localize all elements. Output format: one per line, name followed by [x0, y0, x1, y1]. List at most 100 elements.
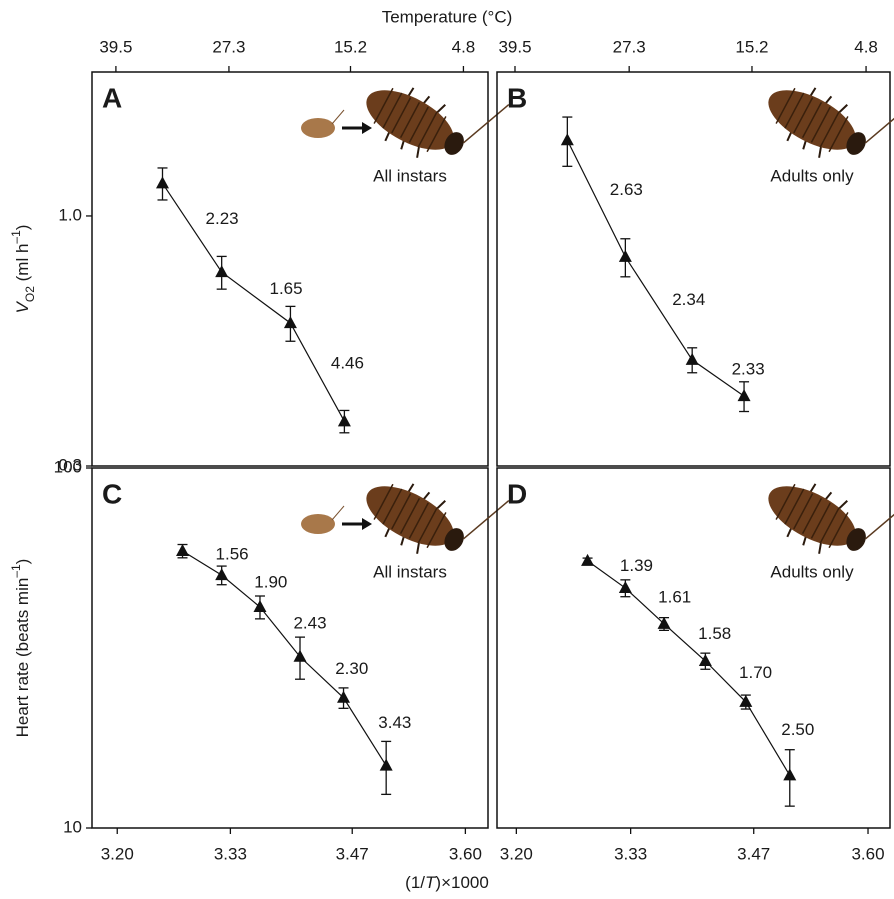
top-tick-label: 27.3 — [212, 37, 245, 56]
roach-segment — [810, 106, 831, 143]
y-axis-title-part: (ml h — [13, 244, 32, 287]
x-axis-title-part: (1/ — [405, 873, 425, 892]
roach-segment — [417, 111, 438, 148]
roach-segment — [793, 493, 814, 530]
segment-label: 1.61 — [658, 587, 691, 606]
roach-segment — [426, 116, 447, 153]
y-axis-title-part: –1 — [9, 564, 23, 578]
data-line — [182, 550, 387, 766]
y-axis-title: Heart rate (beats min–1) — [9, 559, 32, 738]
roach-segment — [417, 507, 438, 544]
roach-head — [846, 132, 866, 155]
panel-frame — [496, 467, 891, 829]
nymph-pictogram — [301, 505, 345, 534]
data-point — [657, 616, 671, 629]
data-point — [581, 553, 595, 566]
roach-segment — [382, 92, 403, 129]
segment-label: 1.90 — [254, 573, 287, 592]
nymph-body — [301, 514, 335, 534]
roach-pictogram — [768, 87, 894, 158]
roach-pictogram — [768, 483, 894, 554]
top-tick-label: 27.3 — [613, 37, 646, 56]
top-tick-label: 39.5 — [498, 37, 531, 56]
roach-segment — [828, 116, 849, 153]
y-axis-title-part: –1 — [9, 230, 23, 244]
nymph-body — [301, 118, 335, 138]
segment-label: 1.39 — [620, 556, 653, 575]
roach-segment — [828, 512, 849, 549]
roach-antenna — [463, 500, 510, 540]
y-tick-label: 0.3 — [58, 455, 82, 474]
data-point — [337, 690, 351, 703]
x-tick-label: 3.60 — [851, 844, 884, 863]
segment-label: 1.65 — [270, 279, 303, 298]
y-axis-title-part: Heart rate (beats min — [13, 578, 32, 738]
panel-frame — [496, 71, 891, 467]
roach-pictogram — [366, 483, 510, 554]
data-point — [379, 758, 393, 771]
top-tick-label: 15.2 — [735, 37, 768, 56]
roach-segment — [382, 488, 403, 525]
top-tick-label: 15.2 — [334, 37, 367, 56]
roach-head — [846, 528, 866, 551]
x-tick-label: 3.47 — [336, 844, 369, 863]
panel-label: A — [102, 82, 122, 113]
data-point — [253, 600, 267, 613]
y-tick-label: 100 — [54, 457, 82, 476]
x-axis-title-part: T — [425, 873, 437, 892]
roach-head — [444, 528, 464, 551]
roach-antenna — [463, 104, 510, 144]
x-tick-label: 3.20 — [101, 844, 134, 863]
roach-segment — [819, 111, 840, 148]
segment-label: 2.33 — [732, 359, 765, 378]
roach-segment — [399, 497, 421, 535]
panel-annotation: Adults only — [770, 562, 854, 581]
segment-label: 2.23 — [206, 209, 239, 228]
data-point — [739, 694, 753, 707]
panel-annotation: All instars — [373, 562, 447, 581]
y-axis-title-part: ) — [13, 559, 32, 565]
panel-label: B — [507, 82, 527, 113]
data-point — [215, 265, 229, 278]
y-tick-label: 10 — [63, 817, 82, 836]
data-point — [283, 316, 297, 329]
roach-head — [444, 132, 464, 155]
segment-label: 3.43 — [378, 713, 411, 732]
data-line — [587, 560, 791, 776]
roach-segment — [784, 488, 805, 525]
top-tick-label: 39.5 — [99, 37, 132, 56]
roach-antenna — [865, 500, 894, 540]
arrow-head — [362, 518, 372, 530]
data-point — [737, 389, 751, 402]
panel-label: C — [102, 478, 122, 509]
roach-segment — [784, 92, 805, 129]
data-point — [783, 768, 797, 781]
data-point — [176, 544, 190, 557]
panel-label: D — [507, 478, 527, 509]
segment-label: 1.56 — [216, 545, 249, 564]
panel-annotation: All instars — [373, 166, 447, 185]
panel-frame — [91, 467, 489, 829]
x-tick-label: 3.20 — [500, 844, 533, 863]
data-point — [215, 568, 229, 581]
roach-segment — [426, 512, 447, 549]
data-point — [685, 352, 699, 365]
roach-segment — [399, 101, 421, 139]
panel-annotation: Adults only — [770, 166, 854, 185]
y-axis-title-part: O2 — [23, 286, 37, 302]
roach-segment — [391, 97, 412, 134]
x-axis-title-part: )×1000 — [435, 873, 488, 892]
data-point — [155, 176, 169, 189]
roach-segment — [408, 502, 429, 539]
top-axis-title: Temperature (°C) — [382, 7, 513, 26]
segment-label: 2.43 — [293, 613, 326, 632]
x-tick-label: 3.33 — [614, 844, 647, 863]
data-point — [560, 133, 574, 146]
roach-segment — [819, 507, 840, 544]
segment-label: 2.63 — [610, 180, 643, 199]
x-axis-title: (1/T)×1000 — [405, 873, 489, 892]
roach-segment — [775, 483, 796, 520]
data-line — [161, 183, 345, 422]
segment-label: 2.30 — [335, 659, 368, 678]
